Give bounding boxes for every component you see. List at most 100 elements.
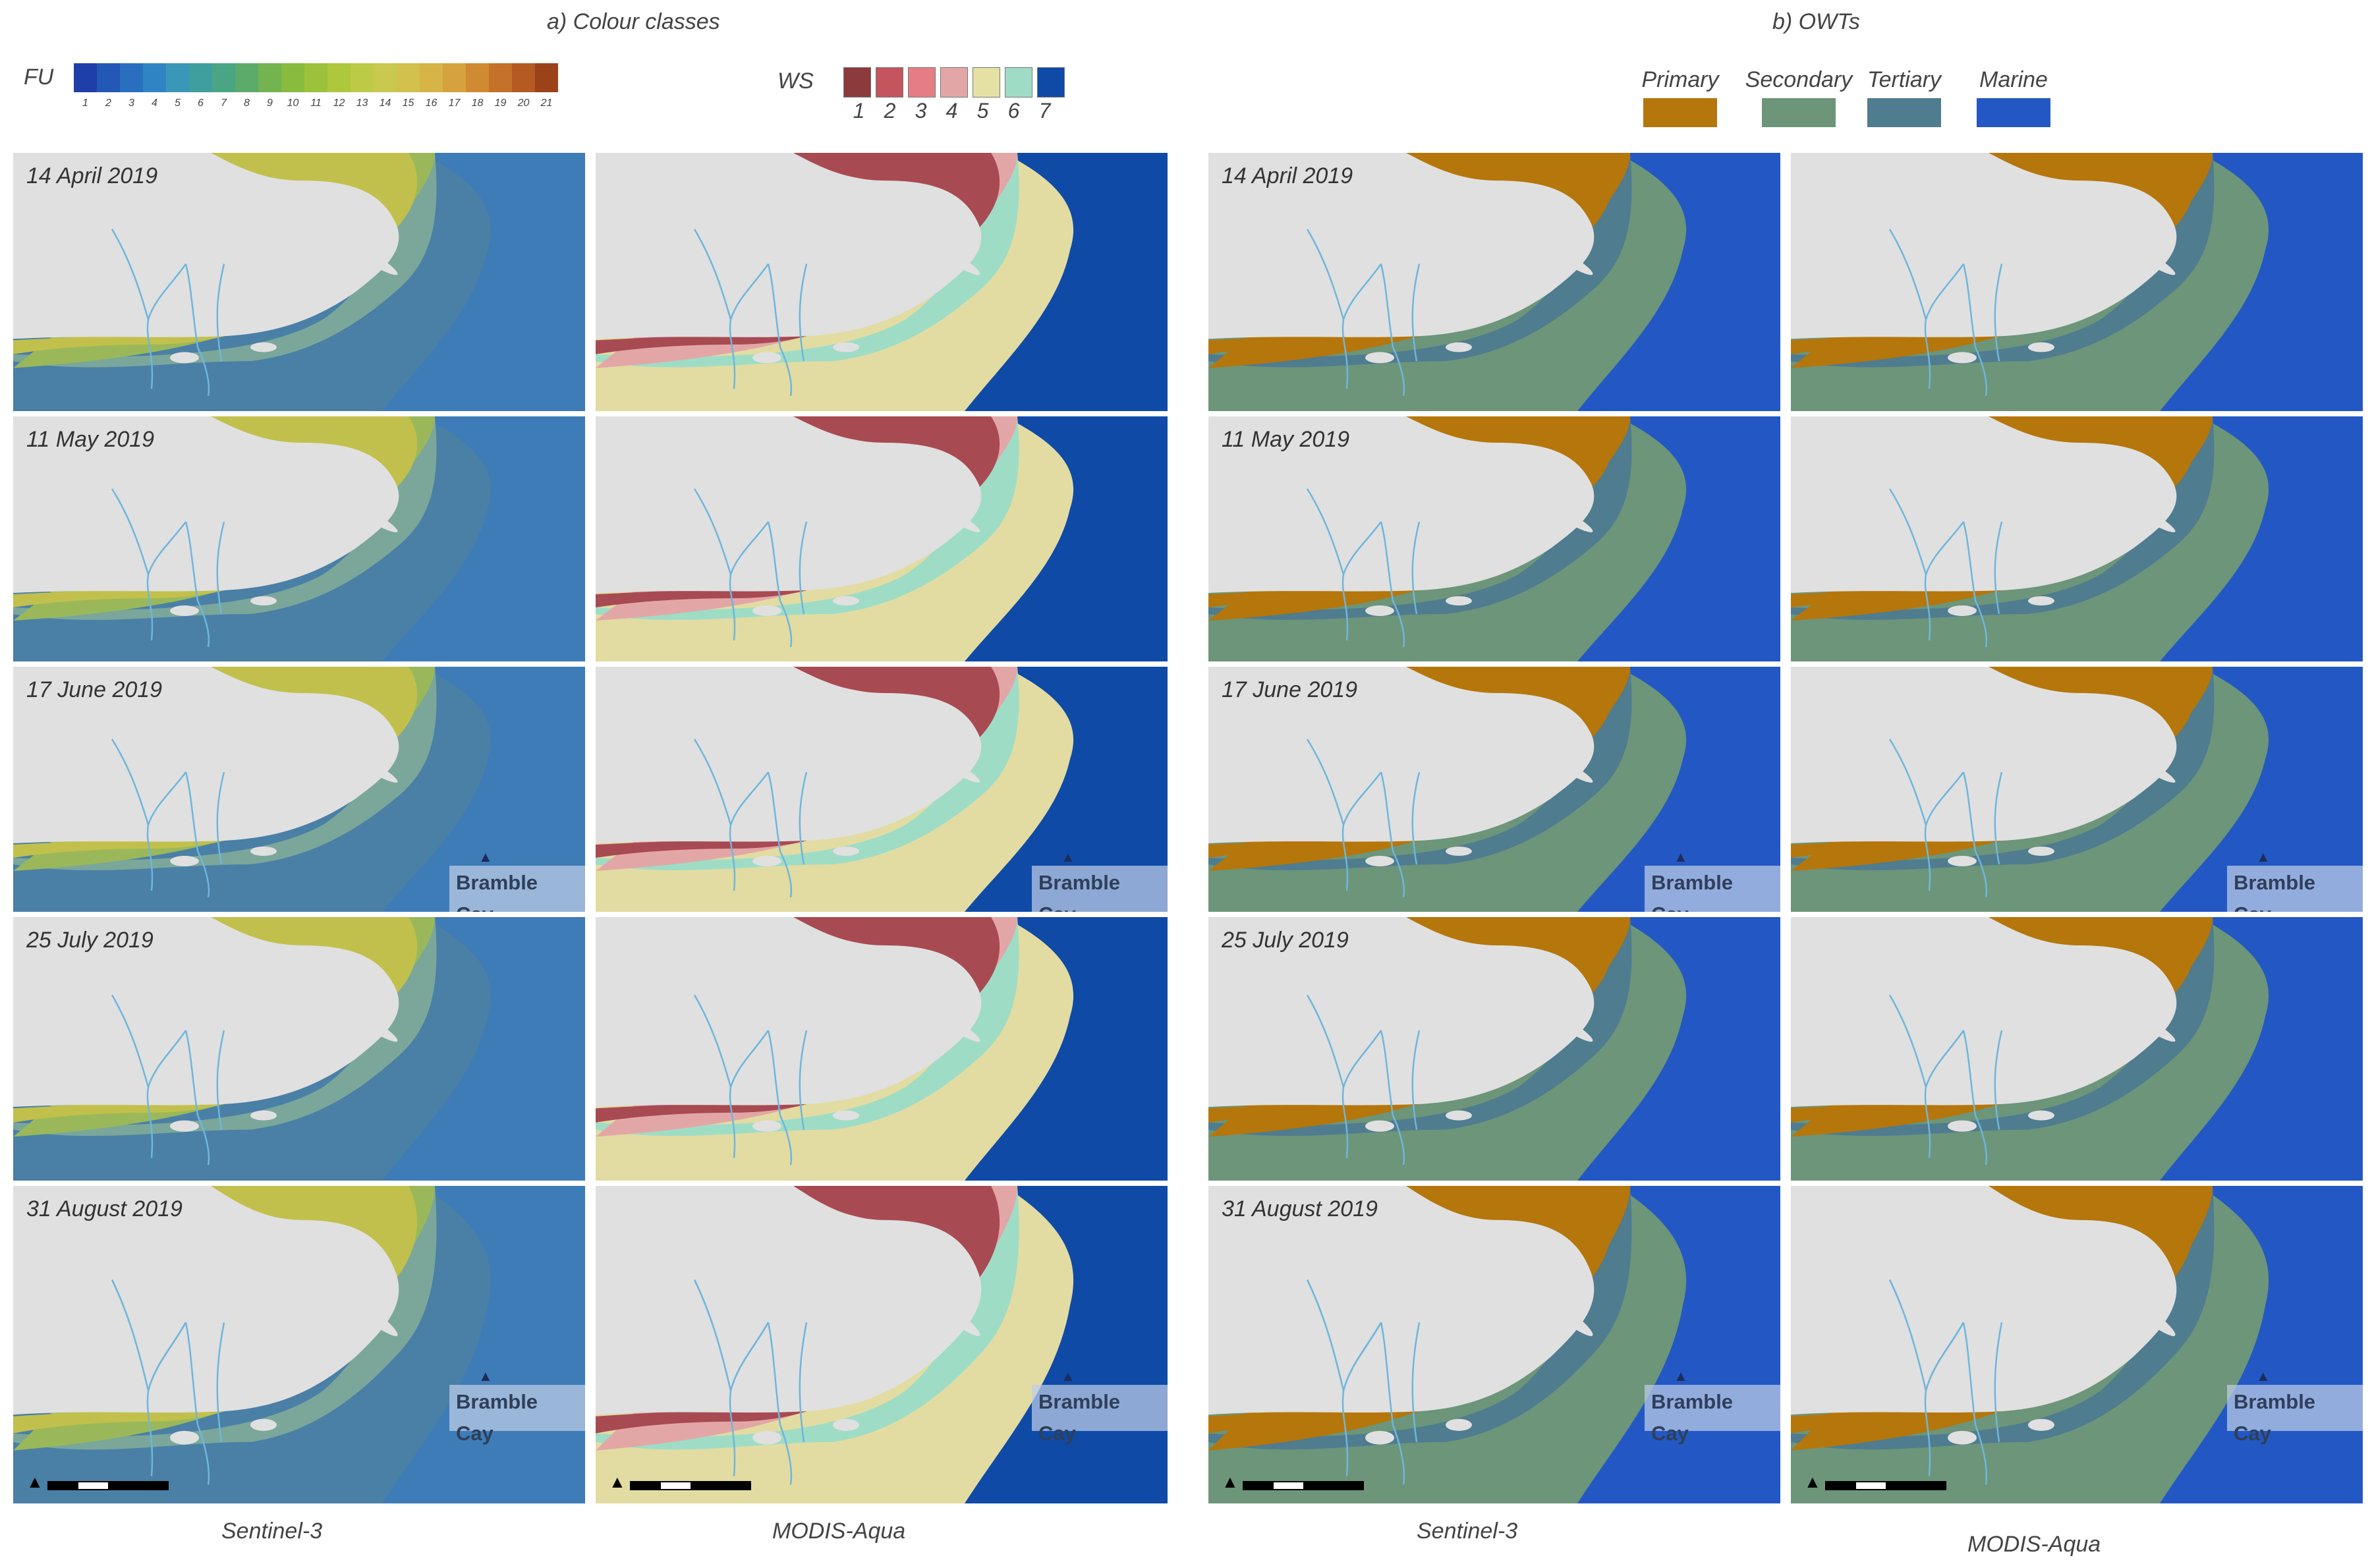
ws-swatch <box>908 67 936 98</box>
fu-swatch <box>74 63 97 92</box>
panel-date-label: 17 June 2019 <box>1222 677 1358 702</box>
panel-date-label: 11 May 2019 <box>26 427 155 452</box>
map-panel <box>596 917 1168 1181</box>
ws-scale-number: 2 <box>884 99 896 123</box>
map-panel <box>1791 153 2363 411</box>
bramble-cay-label-line: Cay <box>1038 899 1120 912</box>
scale-bar: ▲ <box>609 1473 751 1490</box>
map-panel: 14 April 2019 <box>13 153 585 411</box>
ws-scale-number: 6 <box>1007 99 1020 123</box>
fu-scale-number: 15 <box>402 98 414 109</box>
bramble-cay-label-line: Cay <box>2234 899 2315 912</box>
owt-legend-label: Tertiary <box>1867 67 1942 92</box>
location-pin-icon: ▲ <box>478 849 493 865</box>
bramble-cay-label: Bramble Cay <box>1651 867 1733 912</box>
map-panel <box>596 153 1168 411</box>
owt-legend-item: Secondary <box>1739 67 1858 127</box>
fu-scale-number: 8 <box>244 98 250 109</box>
bramble-cay-label: Bramble Cay <box>2234 867 2315 912</box>
fu-scale-number: 12 <box>333 98 345 109</box>
bramble-cay-label: Bramble Cay <box>456 867 538 912</box>
sensor-label-sentinel3-a: Sentinel-3 <box>221 1519 323 1544</box>
fu-scale-number: 18 <box>471 98 484 109</box>
bramble-cay-box <box>1032 866 1168 912</box>
panel-date-label: 31 August 2019 <box>26 1196 183 1221</box>
ws-color-scale <box>843 67 1069 98</box>
map-panel <box>596 416 1168 661</box>
sensor-label-modis-b: MODIS-Aqua <box>1967 1532 2101 1557</box>
map-panel: 17 June 2019 ▲ Bramble Cay <box>13 667 585 912</box>
sensor-label-sentinel3-b: Sentinel-3 <box>1417 1519 1518 1544</box>
fu-scale-number: 14 <box>379 98 391 109</box>
map-panel <box>1791 416 2363 661</box>
fu-swatch <box>397 63 420 92</box>
fu-swatch <box>189 63 212 92</box>
fu-scale-number: 21 <box>540 98 553 109</box>
location-pin-icon: ▲ <box>1674 1368 1688 1384</box>
section-title-colour-classes: a) Colour classes <box>547 9 720 34</box>
fu-swatch <box>212 63 235 92</box>
fu-scale-number: 19 <box>494 98 507 109</box>
bramble-cay-label-line: Bramble <box>1651 871 1734 894</box>
scale-bar-graphic <box>1824 1481 1946 1490</box>
owt-legend-label: Secondary <box>1745 67 1853 92</box>
location-pin-icon: ▲ <box>2256 849 2271 865</box>
ws-swatch <box>876 67 903 98</box>
sensor-label-modis-a: MODIS-Aqua <box>772 1519 906 1544</box>
fu-scale-number: 1 <box>82 98 88 109</box>
fu-swatch <box>466 63 489 92</box>
ws-scale-number: 7 <box>1038 99 1051 123</box>
map-panel: ▲ Bramble Cay <box>1791 667 2363 912</box>
panel-date-label: 14 April 2019 <box>26 163 158 188</box>
scale-bar: ▲ <box>26 1473 169 1490</box>
ws-swatch <box>843 67 871 98</box>
bramble-cay-box <box>1645 1385 1780 1431</box>
fu-swatch <box>304 63 327 92</box>
scale-bar-graphic <box>1242 1481 1364 1490</box>
bramble-cay-label-line: Bramble <box>1651 1390 1734 1413</box>
map-panel: 14 April 2019 <box>1208 153 1780 411</box>
bramble-cay-label-line: Cay <box>2234 1422 2271 1445</box>
ws-swatch <box>973 67 1000 98</box>
fu-swatch <box>351 63 374 92</box>
map-panel: 11 May 2019 <box>13 416 585 661</box>
fu-scale-number: 3 <box>128 98 134 109</box>
section-title-owts: b) OWTs <box>1772 9 1860 34</box>
scale-bar-graphic <box>47 1481 169 1490</box>
bramble-cay-label: Bramble Cay <box>1038 867 1120 912</box>
fu-swatch <box>535 63 558 92</box>
map-panel: 25 July 2019 <box>1208 917 1780 1181</box>
fu-swatch <box>512 63 535 92</box>
owt-legend-label: Primary <box>1641 67 1719 92</box>
fu-swatch <box>327 63 351 92</box>
panel-date-label: 17 June 2019 <box>26 677 163 702</box>
fu-scale-numbers: 1 2 3 4 5 6 7 8 9 10 11 12 13 14 15 16 17 18 19 20 21 <box>74 98 558 109</box>
fu-swatch <box>374 63 397 92</box>
ws-scale-number: 1 <box>853 99 865 123</box>
fu-scale-number: 17 <box>448 98 461 109</box>
scale-bar: ▲ <box>1222 1473 1364 1490</box>
bramble-cay-box <box>449 1385 585 1431</box>
fu-swatch <box>143 63 166 92</box>
map-panel: 17 June 2019 ▲ Bramble Cay <box>1208 667 1780 912</box>
map-panel: 31 August 2019 ▲ Bramble Cay ▲ <box>13 1186 585 1503</box>
owt-legend-item: Primary <box>1621 67 1739 127</box>
fu-swatch <box>97 63 120 92</box>
fu-scale-number: 20 <box>517 98 530 109</box>
panel-date-label: 25 July 2019 <box>1222 928 1349 953</box>
fu-scale-number: 2 <box>105 98 111 109</box>
fu-swatch <box>258 63 281 92</box>
bramble-cay-label-line: Bramble <box>456 1390 538 1413</box>
fu-scale-number: 5 <box>175 98 181 109</box>
panel-date-label: 25 July 2019 <box>26 928 154 953</box>
bramble-cay-box <box>1032 1385 1168 1431</box>
owt-legend-item: Tertiary <box>1845 67 1963 127</box>
fu-swatch <box>235 63 258 92</box>
panel-date-label: 11 May 2019 <box>1222 427 1350 452</box>
fu-swatch <box>420 63 443 92</box>
ws-scale-number: 3 <box>915 99 927 123</box>
scale-bar-graphic <box>629 1481 751 1490</box>
north-arrow-icon: ▲ <box>1222 1472 1239 1492</box>
ws-legend-label: WS <box>777 69 814 94</box>
fu-scale-number: 11 <box>310 98 322 109</box>
